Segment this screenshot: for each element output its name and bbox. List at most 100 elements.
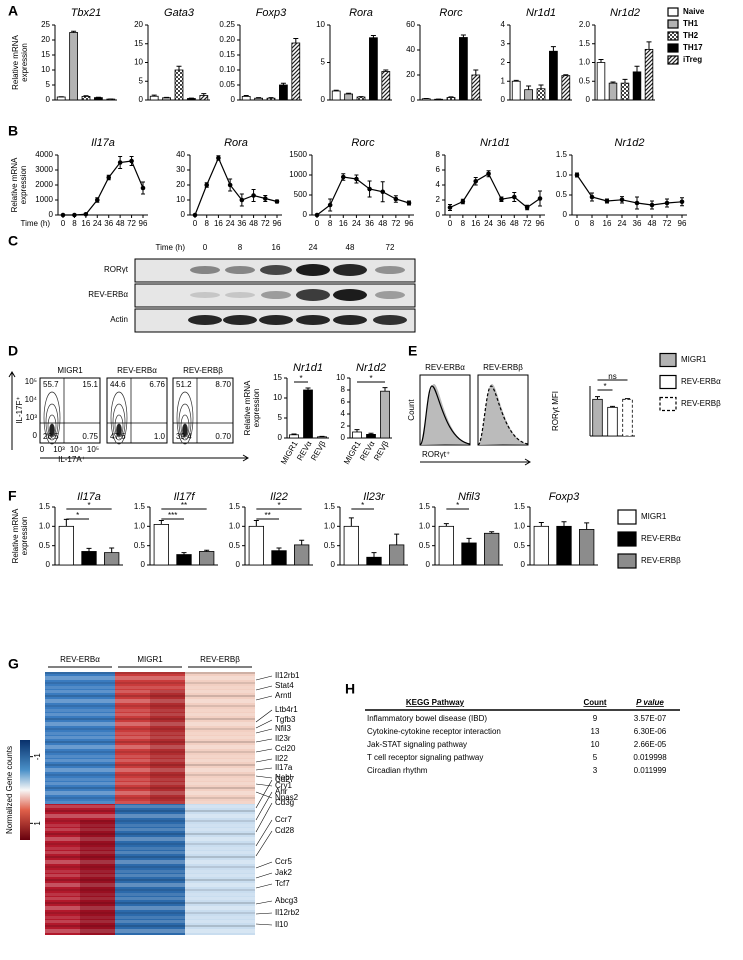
- y-tick-label: 0: [46, 560, 51, 569]
- error-bar: [561, 521, 567, 527]
- blot: [259, 315, 293, 325]
- bar: [579, 529, 595, 566]
- heatmap: [20, 666, 255, 935]
- point: [239, 197, 245, 203]
- gene-label: Ltb4r1: [275, 705, 298, 714]
- bar: [511, 80, 521, 101]
- error-bar: [291, 433, 297, 435]
- flow-contour: [176, 391, 194, 445]
- chart-title: Il23r: [363, 491, 386, 503]
- line: [63, 160, 144, 216]
- point: [460, 199, 466, 204]
- y-tick-label: 1.5: [514, 502, 526, 511]
- blot: [188, 315, 222, 325]
- bar: [149, 95, 159, 101]
- gene-label: Il22: [275, 754, 288, 763]
- bar: [608, 82, 618, 101]
- y-tick-label: 0: [278, 433, 283, 442]
- error-bar: [71, 30, 77, 33]
- x-tick-label: 48: [510, 219, 519, 228]
- blot: [134, 258, 416, 333]
- point: [604, 198, 610, 204]
- blot: [188, 264, 407, 325]
- table-header: Count: [583, 698, 606, 707]
- y-tick-label: 3000: [35, 165, 53, 174]
- flow-axis-label: IL-17F⁺: [15, 396, 24, 423]
- legend-label: MIGR1: [641, 512, 667, 521]
- panel-letter: A: [8, 3, 18, 19]
- gene-label: Ccr7: [275, 815, 292, 824]
- blot: [223, 315, 257, 325]
- gene-leader: [255, 783, 273, 787]
- blot-row-label: Actin: [110, 315, 128, 324]
- gene-leader: [255, 685, 273, 691]
- gene-label: Cd27: [275, 775, 295, 784]
- legend-swatch: [667, 7, 679, 17]
- blot: [225, 292, 255, 298]
- gene-label: Nfil3: [275, 724, 292, 733]
- x-tick-label: 24: [226, 219, 235, 228]
- error-bar: [201, 93, 207, 96]
- gene-label: Npas2: [275, 793, 299, 802]
- blot: [296, 289, 330, 301]
- histograms: [477, 374, 529, 446]
- bar: [389, 544, 405, 566]
- gene-label: Il12rb2: [275, 908, 300, 917]
- bar: [344, 93, 353, 101]
- x-tick-label: 36: [365, 219, 374, 228]
- legend-label: iTreg: [683, 55, 702, 64]
- histogram-title: REV-ERBα: [425, 363, 465, 372]
- y-tick-label: 0.5: [556, 190, 568, 199]
- y-axis-label: Relative mRNA: [11, 508, 20, 563]
- y-tick-label: 8: [341, 385, 346, 394]
- x-tick-label: 16: [81, 219, 90, 228]
- chart-title: Nr1d2: [615, 137, 645, 149]
- line: [316, 176, 410, 216]
- colorbar-tick-label: 1: [33, 821, 42, 826]
- error-bar: [276, 547, 282, 551]
- error-bar: [460, 34, 466, 38]
- quadrant-value: 51.2: [176, 380, 192, 389]
- y-tick-label: 20: [406, 70, 415, 79]
- blot-row-label: REV-ERBα: [88, 290, 128, 299]
- y-tick-label: 0: [436, 210, 441, 219]
- quadrant-value: 6.76: [149, 380, 165, 389]
- quadrant-value: 15.1: [82, 380, 98, 389]
- flow-contour: [112, 403, 126, 441]
- x-tick-label: 8: [328, 219, 333, 228]
- y-tick-label: 10: [41, 65, 50, 74]
- heatmap-column: MIGR1: [137, 655, 163, 664]
- chart-title: Rora: [349, 7, 373, 19]
- error-bar: [550, 46, 556, 52]
- blot: [260, 265, 292, 275]
- chart-title: Rorc: [351, 137, 375, 149]
- y-tick-label: 5: [278, 413, 283, 422]
- y-axis-label: expression: [252, 389, 261, 428]
- chart-title: Gata3: [164, 7, 195, 19]
- blot: [333, 315, 367, 325]
- x-tick-label: 72: [261, 219, 270, 228]
- bar: [343, 525, 359, 566]
- flow-contour: [116, 423, 122, 437]
- blot: [375, 266, 405, 274]
- bar: [561, 75, 571, 101]
- x-tick-label: 0: [448, 219, 453, 228]
- y-axis-label: Relative mRNA: [10, 157, 19, 212]
- blot: [225, 266, 255, 274]
- point: [129, 158, 134, 164]
- colorbar-tick-label: -1: [33, 753, 42, 761]
- error-bar: [371, 552, 377, 558]
- point: [473, 178, 479, 184]
- chart-title: Rora: [224, 137, 248, 149]
- table-cell: Inflammatory bowel disease (IBD): [367, 714, 487, 723]
- error-bar: [354, 429, 360, 432]
- bar: [176, 554, 192, 566]
- y-tick-label: 0: [141, 560, 146, 569]
- y-tick-label: 4000: [35, 150, 53, 159]
- y-tick-label: 2: [501, 58, 506, 67]
- bar: [56, 96, 66, 101]
- x-tick-label: 72: [663, 219, 672, 228]
- y-tick-label: 1.5: [556, 150, 568, 159]
- bar: [104, 552, 120, 566]
- error-bar: [256, 97, 262, 99]
